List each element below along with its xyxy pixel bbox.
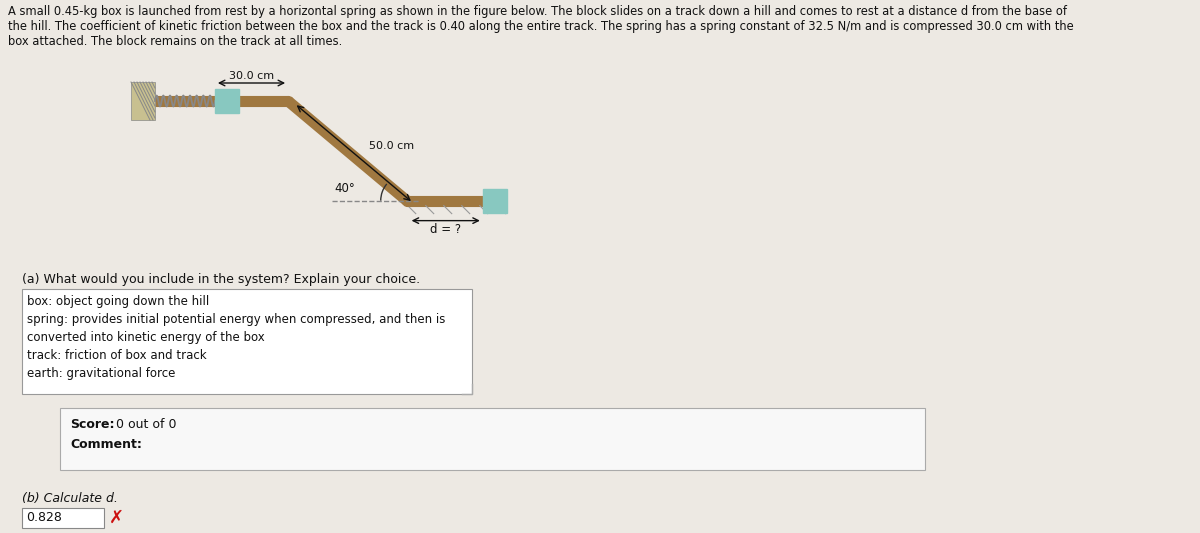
Text: 50.0 cm: 50.0 cm xyxy=(370,141,414,151)
Bar xyxy=(131,82,155,120)
Text: 30.0 cm: 30.0 cm xyxy=(229,71,274,81)
Bar xyxy=(482,189,506,213)
Text: d = ?: d = ? xyxy=(430,223,461,236)
Text: ✗: ✗ xyxy=(109,509,124,527)
Text: 0 out of 0: 0 out of 0 xyxy=(112,418,176,431)
Text: box attached. The block remains on the track at all times.: box attached. The block remains on the t… xyxy=(8,35,342,48)
Text: box: object going down the hill: box: object going down the hill xyxy=(28,295,209,308)
Text: track: friction of box and track: track: friction of box and track xyxy=(28,349,206,362)
Text: converted into kinetic energy of the box: converted into kinetic energy of the box xyxy=(28,331,265,344)
Text: Comment:: Comment: xyxy=(70,438,142,451)
Text: A small 0.45-kg box is launched from rest by a horizontal spring as shown in the: A small 0.45-kg box is launched from res… xyxy=(8,5,1067,18)
Text: (b) Calculate d.: (b) Calculate d. xyxy=(22,492,118,505)
Bar xyxy=(215,89,239,113)
Text: Score:: Score: xyxy=(70,418,114,431)
Text: earth: gravitational force: earth: gravitational force xyxy=(28,367,175,380)
Text: the hill. The coefficient of kinetic friction between the box and the track is 0: the hill. The coefficient of kinetic fri… xyxy=(8,20,1074,33)
FancyBboxPatch shape xyxy=(60,408,925,470)
Text: 40°: 40° xyxy=(335,182,355,195)
FancyBboxPatch shape xyxy=(22,289,472,394)
Text: (a) What would you include in the system? Explain your choice.: (a) What would you include in the system… xyxy=(22,273,420,286)
Text: 0.828: 0.828 xyxy=(26,511,62,524)
FancyBboxPatch shape xyxy=(22,508,104,528)
Text: spring: provides initial potential energy when compressed, and then is: spring: provides initial potential energ… xyxy=(28,313,445,326)
